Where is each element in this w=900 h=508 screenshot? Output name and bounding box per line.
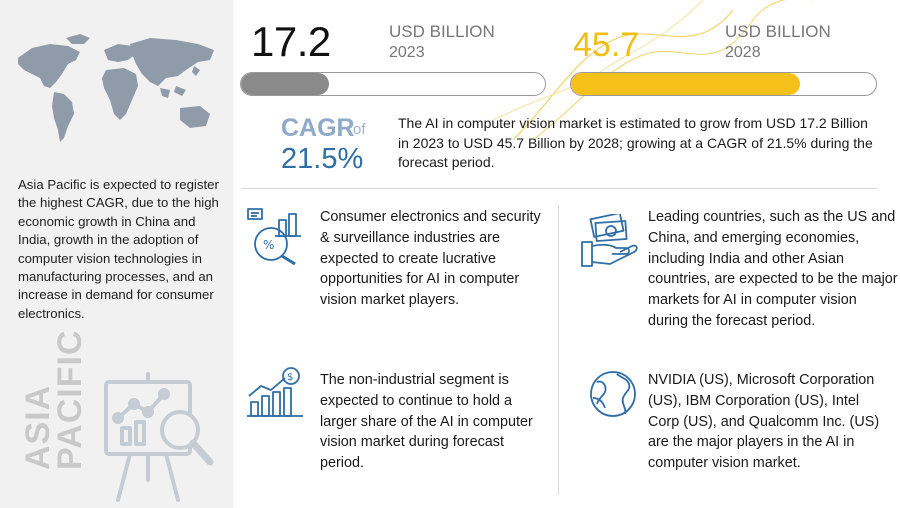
start-value: 17.2: [251, 18, 331, 65]
cagr-label: CAGR: [281, 114, 355, 142]
card-segment-text: The non-industrial segment is expected t…: [320, 372, 533, 472]
start-year: 2023: [389, 44, 425, 61]
end-year: 2028: [725, 44, 761, 61]
bar-chart-growth-dollar-icon: $: [247, 367, 303, 417]
end-unit: USD BILLION: [725, 22, 831, 41]
cagr-of: of: [353, 121, 366, 138]
globe-icon: [590, 371, 636, 417]
region-title-line2: PACIFIC: [51, 329, 89, 470]
analytics-board-magnifier-icon: [104, 372, 214, 502]
main-panel: 17.2 USD BILLION 2023 45.7 USD BILLION 2…: [233, 0, 900, 508]
svg-text:$: $: [287, 372, 293, 383]
vertical-divider: [558, 205, 559, 495]
end-value: 45.7: [573, 26, 640, 64]
world-map-icon: [18, 34, 214, 142]
region-description: Asia Pacific is expected to register the…: [18, 177, 219, 321]
start-progress-fill: [241, 73, 330, 95]
start-progress-bar: [240, 72, 546, 96]
horizontal-divider: [241, 188, 877, 189]
consumer-electronics-analytics-icon: %: [247, 208, 301, 266]
start-unit: USD BILLION: [389, 22, 495, 41]
money-hand-icon: [581, 214, 638, 267]
market-summary: The AI in computer vision market is esti…: [398, 115, 873, 170]
card-consumer-text: Consumer electronics and security & surv…: [320, 209, 541, 309]
end-progress-fill: [571, 73, 800, 95]
card-countries-text: Leading countries, such as the US and Ch…: [648, 209, 898, 329]
svg-text:%: %: [263, 238, 274, 252]
sidebar: Asia Pacific is expected to register the…: [0, 0, 233, 508]
end-progress-bar: [570, 72, 877, 96]
region-title-line1: ASIA: [19, 384, 57, 470]
region-title: ASIA PACIFIC: [19, 329, 89, 470]
card-players-text: NVIDIA (US), Microsoft Corporation (US),…: [648, 372, 880, 472]
cagr-value: 21.5%: [281, 143, 364, 175]
